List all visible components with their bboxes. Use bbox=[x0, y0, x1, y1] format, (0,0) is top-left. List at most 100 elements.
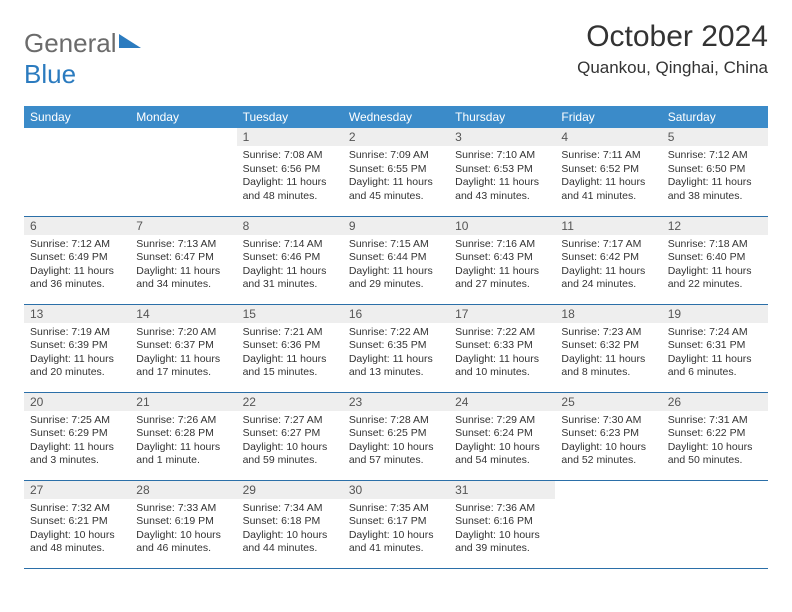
day-header: Wednesday bbox=[343, 106, 449, 128]
sun-data: Sunrise: 7:12 AMSunset: 6:49 PMDaylight:… bbox=[24, 235, 130, 297]
sun-data: Sunrise: 7:32 AMSunset: 6:21 PMDaylight:… bbox=[24, 499, 130, 561]
day-number: 20 bbox=[24, 393, 130, 411]
calendar-cell: 23Sunrise: 7:28 AMSunset: 6:25 PMDayligh… bbox=[343, 392, 449, 480]
calendar-cell: 31Sunrise: 7:36 AMSunset: 6:16 PMDayligh… bbox=[449, 480, 555, 568]
calendar-cell: 27Sunrise: 7:32 AMSunset: 6:21 PMDayligh… bbox=[24, 480, 130, 568]
day-number: 29 bbox=[237, 481, 343, 499]
sun-data: Sunrise: 7:22 AMSunset: 6:35 PMDaylight:… bbox=[343, 323, 449, 385]
day-number: 19 bbox=[662, 305, 768, 323]
day-number: 12 bbox=[662, 217, 768, 235]
calendar-cell: 20Sunrise: 7:25 AMSunset: 6:29 PMDayligh… bbox=[24, 392, 130, 480]
calendar-cell: 19Sunrise: 7:24 AMSunset: 6:31 PMDayligh… bbox=[662, 304, 768, 392]
day-number: 11 bbox=[555, 217, 661, 235]
calendar-week-row: 13Sunrise: 7:19 AMSunset: 6:39 PMDayligh… bbox=[24, 304, 768, 392]
sun-data: Sunrise: 7:17 AMSunset: 6:42 PMDaylight:… bbox=[555, 235, 661, 297]
calendar-cell: 30Sunrise: 7:35 AMSunset: 6:17 PMDayligh… bbox=[343, 480, 449, 568]
sun-data: Sunrise: 7:23 AMSunset: 6:32 PMDaylight:… bbox=[555, 323, 661, 385]
calendar-cell: 8Sunrise: 7:14 AMSunset: 6:46 PMDaylight… bbox=[237, 216, 343, 304]
sun-data: Sunrise: 7:33 AMSunset: 6:19 PMDaylight:… bbox=[130, 499, 236, 561]
header: General Blue October 2024 Quankou, Qingh… bbox=[24, 20, 768, 90]
calendar-cell: 5Sunrise: 7:12 AMSunset: 6:50 PMDaylight… bbox=[662, 128, 768, 216]
calendar-cell: 18Sunrise: 7:23 AMSunset: 6:32 PMDayligh… bbox=[555, 304, 661, 392]
calendar-week-row: 6Sunrise: 7:12 AMSunset: 6:49 PMDaylight… bbox=[24, 216, 768, 304]
calendar-cell: 9Sunrise: 7:15 AMSunset: 6:44 PMDaylight… bbox=[343, 216, 449, 304]
calendar-cell: 21Sunrise: 7:26 AMSunset: 6:28 PMDayligh… bbox=[130, 392, 236, 480]
sun-data: Sunrise: 7:24 AMSunset: 6:31 PMDaylight:… bbox=[662, 323, 768, 385]
day-number: 10 bbox=[449, 217, 555, 235]
calendar-cell: 14Sunrise: 7:20 AMSunset: 6:37 PMDayligh… bbox=[130, 304, 236, 392]
calendar-week-row: 27Sunrise: 7:32 AMSunset: 6:21 PMDayligh… bbox=[24, 480, 768, 568]
day-number: 21 bbox=[130, 393, 236, 411]
calendar-week-row: 1Sunrise: 7:08 AMSunset: 6:56 PMDaylight… bbox=[24, 128, 768, 216]
day-number: 14 bbox=[130, 305, 236, 323]
sun-data: Sunrise: 7:12 AMSunset: 6:50 PMDaylight:… bbox=[662, 146, 768, 208]
calendar-table: SundayMondayTuesdayWednesdayThursdayFrid… bbox=[24, 106, 768, 569]
day-number: 28 bbox=[130, 481, 236, 499]
sun-data: Sunrise: 7:20 AMSunset: 6:37 PMDaylight:… bbox=[130, 323, 236, 385]
sun-data: Sunrise: 7:27 AMSunset: 6:27 PMDaylight:… bbox=[237, 411, 343, 473]
calendar-cell bbox=[24, 128, 130, 216]
calendar-cell: 13Sunrise: 7:19 AMSunset: 6:39 PMDayligh… bbox=[24, 304, 130, 392]
logo-triangle-icon bbox=[119, 34, 141, 48]
location: Quankou, Qinghai, China bbox=[577, 58, 768, 78]
day-number: 5 bbox=[662, 128, 768, 146]
sun-data: Sunrise: 7:11 AMSunset: 6:52 PMDaylight:… bbox=[555, 146, 661, 208]
day-number: 17 bbox=[449, 305, 555, 323]
day-header: Monday bbox=[130, 106, 236, 128]
logo-text-gray: General bbox=[24, 28, 117, 58]
sun-data: Sunrise: 7:35 AMSunset: 6:17 PMDaylight:… bbox=[343, 499, 449, 561]
day-number: 23 bbox=[343, 393, 449, 411]
calendar-cell: 7Sunrise: 7:13 AMSunset: 6:47 PMDaylight… bbox=[130, 216, 236, 304]
day-number: 6 bbox=[24, 217, 130, 235]
day-number: 30 bbox=[343, 481, 449, 499]
calendar-cell bbox=[555, 480, 661, 568]
calendar-cell bbox=[662, 480, 768, 568]
calendar-cell: 28Sunrise: 7:33 AMSunset: 6:19 PMDayligh… bbox=[130, 480, 236, 568]
day-header-row: SundayMondayTuesdayWednesdayThursdayFrid… bbox=[24, 106, 768, 128]
day-number: 27 bbox=[24, 481, 130, 499]
calendar-cell: 6Sunrise: 7:12 AMSunset: 6:49 PMDaylight… bbox=[24, 216, 130, 304]
calendar-cell: 4Sunrise: 7:11 AMSunset: 6:52 PMDaylight… bbox=[555, 128, 661, 216]
sun-data: Sunrise: 7:10 AMSunset: 6:53 PMDaylight:… bbox=[449, 146, 555, 208]
day-header: Saturday bbox=[662, 106, 768, 128]
sun-data: Sunrise: 7:26 AMSunset: 6:28 PMDaylight:… bbox=[130, 411, 236, 473]
sun-data: Sunrise: 7:29 AMSunset: 6:24 PMDaylight:… bbox=[449, 411, 555, 473]
sun-data: Sunrise: 7:28 AMSunset: 6:25 PMDaylight:… bbox=[343, 411, 449, 473]
day-header: Tuesday bbox=[237, 106, 343, 128]
sun-data: Sunrise: 7:30 AMSunset: 6:23 PMDaylight:… bbox=[555, 411, 661, 473]
calendar-cell: 17Sunrise: 7:22 AMSunset: 6:33 PMDayligh… bbox=[449, 304, 555, 392]
calendar-cell: 3Sunrise: 7:10 AMSunset: 6:53 PMDaylight… bbox=[449, 128, 555, 216]
sun-data: Sunrise: 7:09 AMSunset: 6:55 PMDaylight:… bbox=[343, 146, 449, 208]
calendar-week-row: 20Sunrise: 7:25 AMSunset: 6:29 PMDayligh… bbox=[24, 392, 768, 480]
day-number: 16 bbox=[343, 305, 449, 323]
day-number: 13 bbox=[24, 305, 130, 323]
day-number: 18 bbox=[555, 305, 661, 323]
calendar-body: 1Sunrise: 7:08 AMSunset: 6:56 PMDaylight… bbox=[24, 128, 768, 568]
calendar-cell: 22Sunrise: 7:27 AMSunset: 6:27 PMDayligh… bbox=[237, 392, 343, 480]
calendar-cell: 24Sunrise: 7:29 AMSunset: 6:24 PMDayligh… bbox=[449, 392, 555, 480]
calendar-cell: 1Sunrise: 7:08 AMSunset: 6:56 PMDaylight… bbox=[237, 128, 343, 216]
title-block: October 2024 Quankou, Qinghai, China bbox=[577, 20, 768, 78]
day-number: 2 bbox=[343, 128, 449, 146]
sun-data: Sunrise: 7:15 AMSunset: 6:44 PMDaylight:… bbox=[343, 235, 449, 297]
calendar-cell: 25Sunrise: 7:30 AMSunset: 6:23 PMDayligh… bbox=[555, 392, 661, 480]
day-number: 15 bbox=[237, 305, 343, 323]
day-number: 31 bbox=[449, 481, 555, 499]
calendar-cell: 16Sunrise: 7:22 AMSunset: 6:35 PMDayligh… bbox=[343, 304, 449, 392]
sun-data: Sunrise: 7:21 AMSunset: 6:36 PMDaylight:… bbox=[237, 323, 343, 385]
sun-data: Sunrise: 7:34 AMSunset: 6:18 PMDaylight:… bbox=[237, 499, 343, 561]
day-number: 3 bbox=[449, 128, 555, 146]
calendar-cell: 12Sunrise: 7:18 AMSunset: 6:40 PMDayligh… bbox=[662, 216, 768, 304]
logo-text-blue: Blue bbox=[24, 59, 76, 89]
day-number: 7 bbox=[130, 217, 236, 235]
sun-data: Sunrise: 7:31 AMSunset: 6:22 PMDaylight:… bbox=[662, 411, 768, 473]
sun-data: Sunrise: 7:25 AMSunset: 6:29 PMDaylight:… bbox=[24, 411, 130, 473]
month-title: October 2024 bbox=[577, 20, 768, 54]
sun-data: Sunrise: 7:22 AMSunset: 6:33 PMDaylight:… bbox=[449, 323, 555, 385]
sun-data: Sunrise: 7:14 AMSunset: 6:46 PMDaylight:… bbox=[237, 235, 343, 297]
calendar-cell: 15Sunrise: 7:21 AMSunset: 6:36 PMDayligh… bbox=[237, 304, 343, 392]
calendar-cell: 11Sunrise: 7:17 AMSunset: 6:42 PMDayligh… bbox=[555, 216, 661, 304]
day-number: 22 bbox=[237, 393, 343, 411]
day-header: Thursday bbox=[449, 106, 555, 128]
calendar-cell: 29Sunrise: 7:34 AMSunset: 6:18 PMDayligh… bbox=[237, 480, 343, 568]
